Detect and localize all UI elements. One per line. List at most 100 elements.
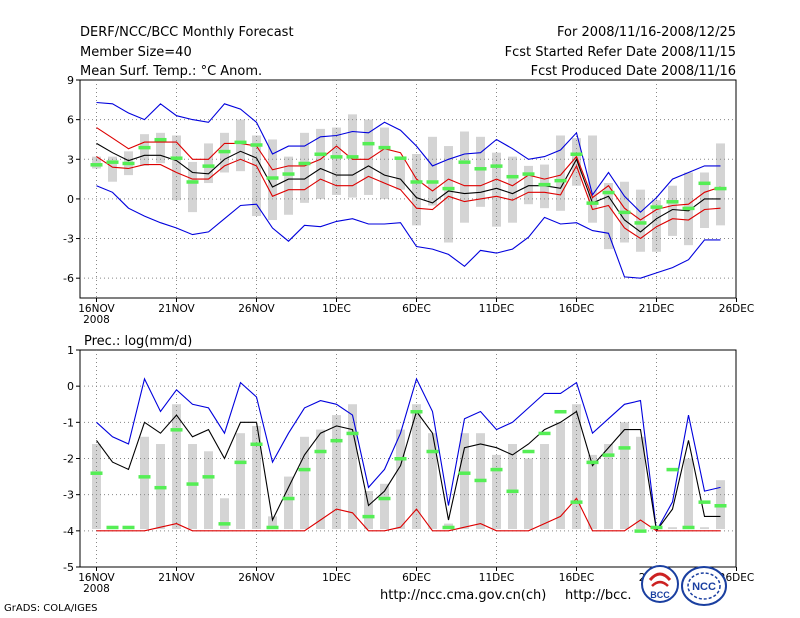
panel2-ytick-label: -3 [63, 489, 74, 502]
panel2-xtick-sublabel: 2008 [83, 583, 110, 595]
panel2-median-mark [282, 496, 295, 501]
panel1-bar [156, 132, 165, 164]
panel2-xtick-label: 6DEC [402, 572, 431, 584]
panel2-median-mark [618, 446, 631, 450]
panel1-xtick-label: 11DEC [479, 303, 514, 315]
panel1-xtick-label: 16DEC [559, 303, 594, 315]
panel2-median-mark [458, 471, 471, 475]
panel1-bar [556, 135, 565, 211]
panel1-bar [700, 172, 709, 228]
panel1-xtick-label: 1DEC [322, 303, 351, 315]
panel1-line-upper-spread [96, 127, 721, 221]
bcc-link[interactable]: http://bcc. [565, 588, 632, 603]
panel1-xtick-label: 26DEC [719, 303, 754, 315]
panel2-bar [524, 458, 533, 530]
bcc-logo-icon: BCC [641, 565, 679, 603]
header-left-line-1: DERF/NCC/BCC Monthly Forecast [80, 25, 294, 40]
panel2-median-mark [634, 529, 647, 533]
panel2-median-mark [490, 467, 503, 472]
panel1-xtick-label: 6DEC [402, 303, 431, 315]
panel2-median-mark [474, 478, 487, 483]
panel1-median-mark [586, 201, 599, 205]
panel1-median-mark [650, 205, 663, 209]
panel2-median-mark [362, 514, 375, 519]
panel2-median-mark [442, 525, 455, 530]
panel1-ytick-label: 0 [67, 193, 74, 206]
panel1-median-mark [330, 155, 343, 159]
panel2-ytick-label: -2 [63, 453, 74, 466]
panel2-median-mark [522, 449, 535, 454]
panel2-bar [620, 422, 629, 530]
panel1-xtick-label: 26NOV [238, 303, 275, 315]
panel1-bar [332, 127, 341, 195]
panel1-ytick-label: 9 [67, 74, 74, 87]
panel2-bar [540, 444, 549, 530]
header-right: For 2008/11/16-2008/12/25 Fcst Started R… [505, 24, 736, 83]
panel1-bar [668, 185, 677, 236]
panel1-median-mark [458, 160, 471, 164]
panel2-median-mark [378, 496, 391, 501]
panel2-xtick-label: 1DEC [322, 572, 351, 584]
panel2-median-mark [650, 525, 663, 530]
panel2-ytick-label: -4 [63, 525, 74, 538]
panel1-bar [636, 189, 645, 252]
panel2-bar [204, 451, 213, 530]
panel1-median-mark [170, 156, 183, 160]
panel2-ytick-label: -5 [63, 561, 74, 574]
header-left: DERF/NCC/BCC Monthly Forecast Member Siz… [80, 24, 294, 83]
panel2-median-mark [202, 475, 215, 479]
panel1-bar [92, 156, 101, 169]
panel1-median-mark [282, 172, 295, 176]
panel2-xtick-label: 11DEC [479, 572, 514, 584]
panel2-median-mark [106, 525, 119, 530]
panel1-bar [140, 134, 149, 166]
panel2-median-mark [554, 409, 567, 414]
panel1-median-mark [410, 180, 423, 184]
panel1-bar [604, 183, 613, 250]
panel1-median-mark [618, 210, 631, 215]
grads-credit: GrADS: COLA/IGES [4, 603, 98, 614]
panel2-bar [588, 454, 597, 530]
panel2-median-mark [218, 522, 231, 526]
panel1-median-mark [266, 176, 279, 180]
bcc-logo-text: BCC [650, 590, 670, 600]
panel2-bar [684, 458, 693, 530]
panel2-bar [284, 476, 293, 530]
panel2-median-mark [298, 467, 311, 472]
panel2-xtick-label: 21NOV [158, 572, 195, 584]
panel1-bar [588, 135, 597, 223]
panel2-bar [236, 433, 245, 530]
panel2-median-mark [90, 471, 103, 475]
panel1-ytick-label: 6 [67, 114, 74, 127]
panel1-median-mark [634, 221, 647, 225]
panel1-median-mark [698, 181, 711, 186]
panel1-median-mark [218, 149, 231, 154]
panel2-bar [428, 433, 437, 530]
ncc-link[interactable]: http://ncc.cma.gov.cn(ch) [380, 588, 547, 603]
panel1-median-mark [138, 145, 151, 150]
panel2-bar [460, 433, 469, 530]
panel1-line-lower-spread [96, 156, 721, 240]
panel1-bar [236, 119, 245, 172]
panel1-bar [524, 165, 533, 205]
panel2-bar [396, 429, 405, 530]
panel1-bar [108, 156, 117, 182]
panel2-xtick-label: 16NOV [78, 572, 115, 584]
panel1-bar [460, 131, 469, 223]
panel1-median-mark [362, 141, 375, 146]
panel1-median-mark [474, 167, 487, 171]
panel1-bar [428, 136, 437, 206]
panel1-bar [412, 153, 421, 226]
panel1-median-mark [314, 152, 327, 156]
panel1-line-ensemble-max [96, 101, 721, 213]
panel2-median-mark [314, 449, 327, 454]
panel2-bar [364, 491, 373, 530]
panel1-median-mark [298, 161, 311, 166]
panel1-median-mark [234, 140, 247, 145]
panel1-bar [316, 128, 325, 199]
panel2-median-mark [410, 409, 423, 414]
panel2-ytick-label: 0 [67, 380, 74, 393]
header-right-line-2: Fcst Started Refer Date 2008/11/15 [504, 44, 736, 60]
panel2-median-mark [250, 442, 263, 447]
